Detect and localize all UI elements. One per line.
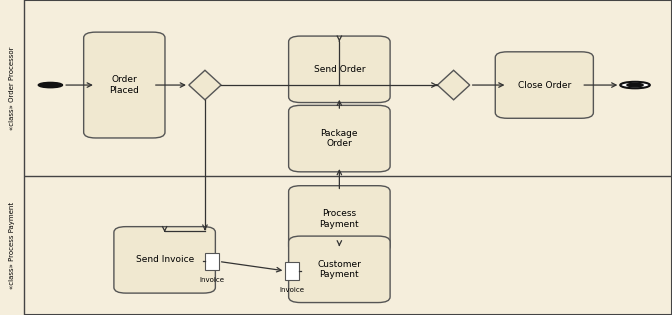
- FancyBboxPatch shape: [206, 253, 219, 270]
- Text: Send Invoice: Send Invoice: [136, 255, 194, 264]
- FancyBboxPatch shape: [83, 32, 165, 138]
- Ellipse shape: [38, 83, 62, 88]
- Bar: [0, 0, 24, 315]
- Ellipse shape: [620, 82, 650, 88]
- Text: Package
Order: Package Order: [321, 129, 358, 148]
- FancyBboxPatch shape: [289, 236, 390, 302]
- Text: Order
Placed: Order Placed: [110, 75, 139, 95]
- Ellipse shape: [627, 83, 643, 87]
- FancyBboxPatch shape: [289, 105, 390, 172]
- Text: «class» Process Payment: «class» Process Payment: [9, 202, 15, 289]
- FancyBboxPatch shape: [285, 262, 298, 280]
- Text: «class» Order Processor: «class» Order Processor: [9, 46, 15, 130]
- Text: Invoice: Invoice: [200, 277, 224, 283]
- Text: Send Order: Send Order: [314, 65, 365, 74]
- Text: Close Order: Close Order: [517, 81, 571, 89]
- FancyBboxPatch shape: [289, 186, 390, 252]
- Polygon shape: [437, 70, 470, 100]
- Text: Customer
Payment: Customer Payment: [317, 260, 362, 279]
- FancyBboxPatch shape: [495, 52, 593, 118]
- Text: Invoice: Invoice: [280, 287, 304, 293]
- FancyBboxPatch shape: [114, 227, 215, 293]
- Text: Process
Payment: Process Payment: [320, 209, 359, 229]
- Polygon shape: [189, 70, 221, 100]
- FancyBboxPatch shape: [289, 36, 390, 103]
